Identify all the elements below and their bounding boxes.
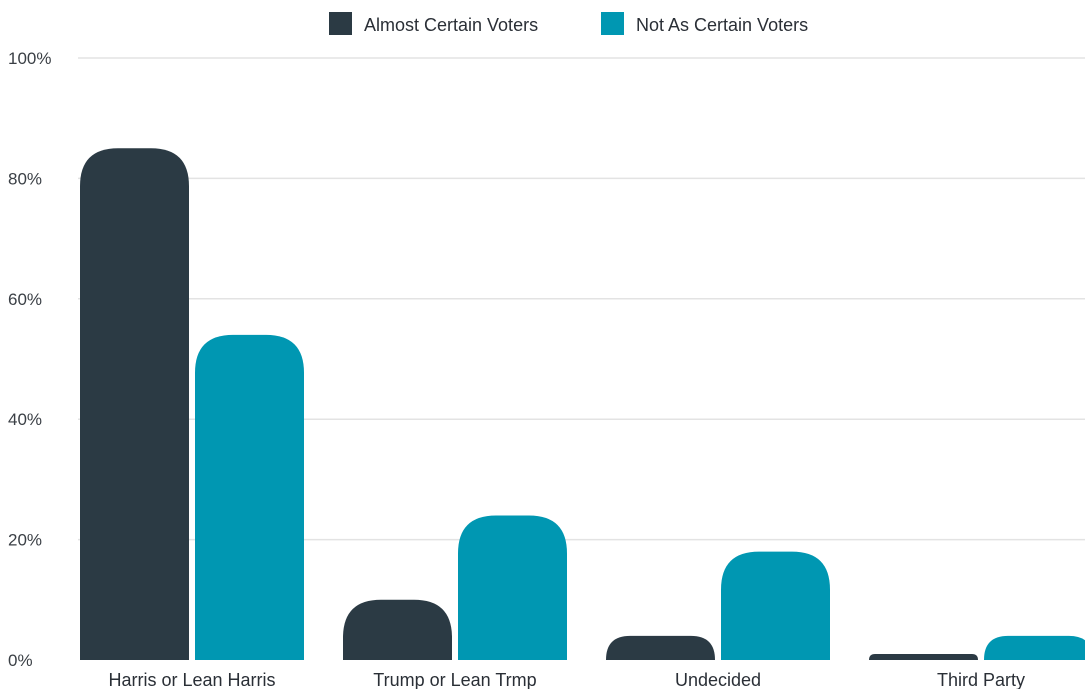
bar-not-as-certain [721,551,830,660]
bar-not-as-certain [984,635,1085,660]
bar-not-as-certain [458,515,567,660]
bars [80,148,1085,661]
bar-not-as-certain [195,334,304,660]
x-category-label: Undecided [675,670,761,689]
y-axis: 0% 20% 40% 60% 80% 100% [8,49,51,670]
y-tick-label: 0% [8,651,33,670]
x-category-label: Harris or Lean Harris [108,670,275,689]
x-category-label: Third Party [937,670,1025,689]
legend-swatch-almost-certain [329,12,352,35]
y-tick-label: 100% [8,49,51,68]
y-tick-label: 60% [8,290,42,309]
x-category-label: Trump or Lean Trmp [373,670,536,689]
y-tick-label: 40% [8,410,42,429]
legend-label-almost-certain: Almost Certain Voters [364,15,538,35]
bar-almost-certain [606,635,715,660]
y-tick-label: 80% [8,169,42,188]
bar-almost-certain [343,599,452,660]
legend-label-not-as-certain: Not As Certain Voters [636,15,808,35]
legend: Almost Certain Voters Not As Certain Vot… [329,12,808,35]
legend-swatch-not-as-certain [601,12,624,35]
y-tick-label: 20% [8,531,42,550]
bar-almost-certain [80,148,189,661]
x-axis: Harris or Lean Harris Trump or Lean Trmp U… [108,670,1025,689]
bar-almost-certain [869,653,978,660]
